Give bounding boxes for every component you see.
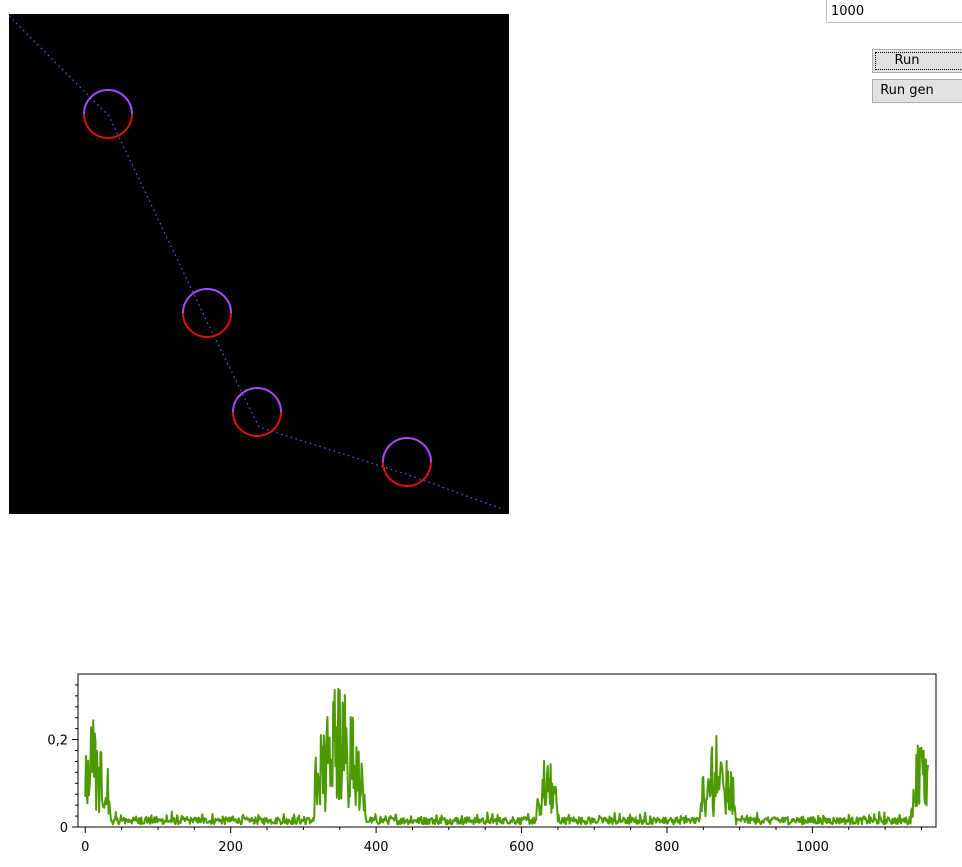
iterations-input[interactable]	[826, 0, 962, 23]
run-button[interactable]: Run	[872, 49, 962, 73]
x-tick-label: 800	[655, 840, 680, 855]
visualization-svg	[9, 14, 509, 514]
y-tick-label: 0,2	[47, 734, 68, 749]
circle-4-lower-arc	[382, 461, 432, 487]
circle-2-lower-arc	[182, 312, 232, 338]
circle-1-upper-arc	[83, 89, 133, 115]
x-tick-label: 200	[218, 840, 243, 855]
line-chart-svg: 0 200 400 600 800 1000 0 0,2	[47, 673, 937, 855]
visualization-canvas	[9, 14, 509, 514]
x-tick-label: 400	[364, 840, 389, 855]
series-line	[84, 687, 929, 826]
run-gen-button[interactable]: Run gen	[872, 79, 962, 103]
circle-1-lower-arc	[83, 113, 133, 139]
viz-background	[9, 14, 509, 514]
x-tick-label: 0	[81, 840, 89, 855]
plot-area-frame	[77, 673, 937, 828]
line-chart: 0 200 400 600 800 1000 0 0,2	[0, 660, 962, 867]
y-tick-label: 0	[60, 821, 68, 836]
circle-2-upper-arc	[182, 288, 232, 314]
circle-3-lower-arc	[232, 411, 282, 437]
path-trace	[9, 15, 503, 510]
x-tick-label: 600	[509, 840, 534, 855]
circle-4-upper-arc	[382, 437, 432, 463]
circle-3-upper-arc	[232, 387, 282, 413]
x-tick-label: 1000	[796, 840, 829, 855]
